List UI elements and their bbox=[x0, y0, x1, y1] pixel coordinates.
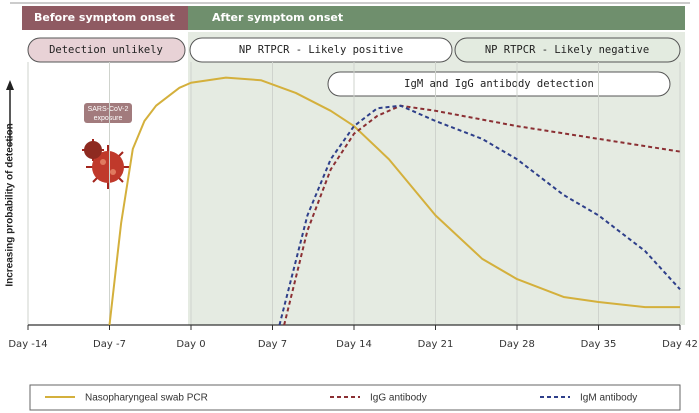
x-tick-label: Day 28 bbox=[499, 339, 535, 350]
x-tick-label: Day -14 bbox=[8, 339, 47, 350]
window-pill bbox=[327, 71, 671, 97]
window-label: IgM and IgG antibody detection bbox=[404, 78, 594, 90]
annotation: exposure bbox=[94, 115, 123, 122]
x-tick-label: Day 21 bbox=[418, 339, 454, 350]
x-tick-label: Day 14 bbox=[336, 339, 372, 350]
window-pill bbox=[27, 37, 186, 63]
y-axis-label: Increasing probability of detection bbox=[5, 123, 16, 286]
legend-label: IgG antibody bbox=[370, 393, 427, 404]
window-pill bbox=[189, 37, 453, 63]
x-tick-label: Day 42 bbox=[662, 339, 698, 350]
window-label: Detection unlikely bbox=[49, 44, 163, 56]
phase-bar bbox=[22, 6, 188, 30]
series-line bbox=[108, 76, 680, 326]
legend-label: Nasopharyngeal swab PCR bbox=[85, 393, 208, 404]
window-label: NP RTPCR - Likely negative bbox=[485, 44, 649, 56]
window-pill bbox=[454, 37, 681, 63]
x-tick-label: Day 0 bbox=[176, 339, 205, 350]
phase-bar bbox=[188, 6, 685, 30]
x-tick-label: Day -7 bbox=[93, 339, 126, 350]
phase-label: After symptom onset bbox=[212, 11, 343, 24]
series-line bbox=[283, 104, 681, 326]
phase-label: Before symptom onset bbox=[34, 11, 175, 24]
x-tick-label: Day 7 bbox=[258, 339, 287, 350]
legend-label: IgM antibody bbox=[580, 393, 637, 404]
annotation: SARS-CoV-2 bbox=[88, 106, 129, 113]
x-tick-label: Day 35 bbox=[581, 339, 617, 350]
y-arrow-head bbox=[6, 80, 14, 90]
virus-icon bbox=[82, 103, 132, 189]
window-label: NP RTPCR - Likely positive bbox=[239, 44, 403, 56]
